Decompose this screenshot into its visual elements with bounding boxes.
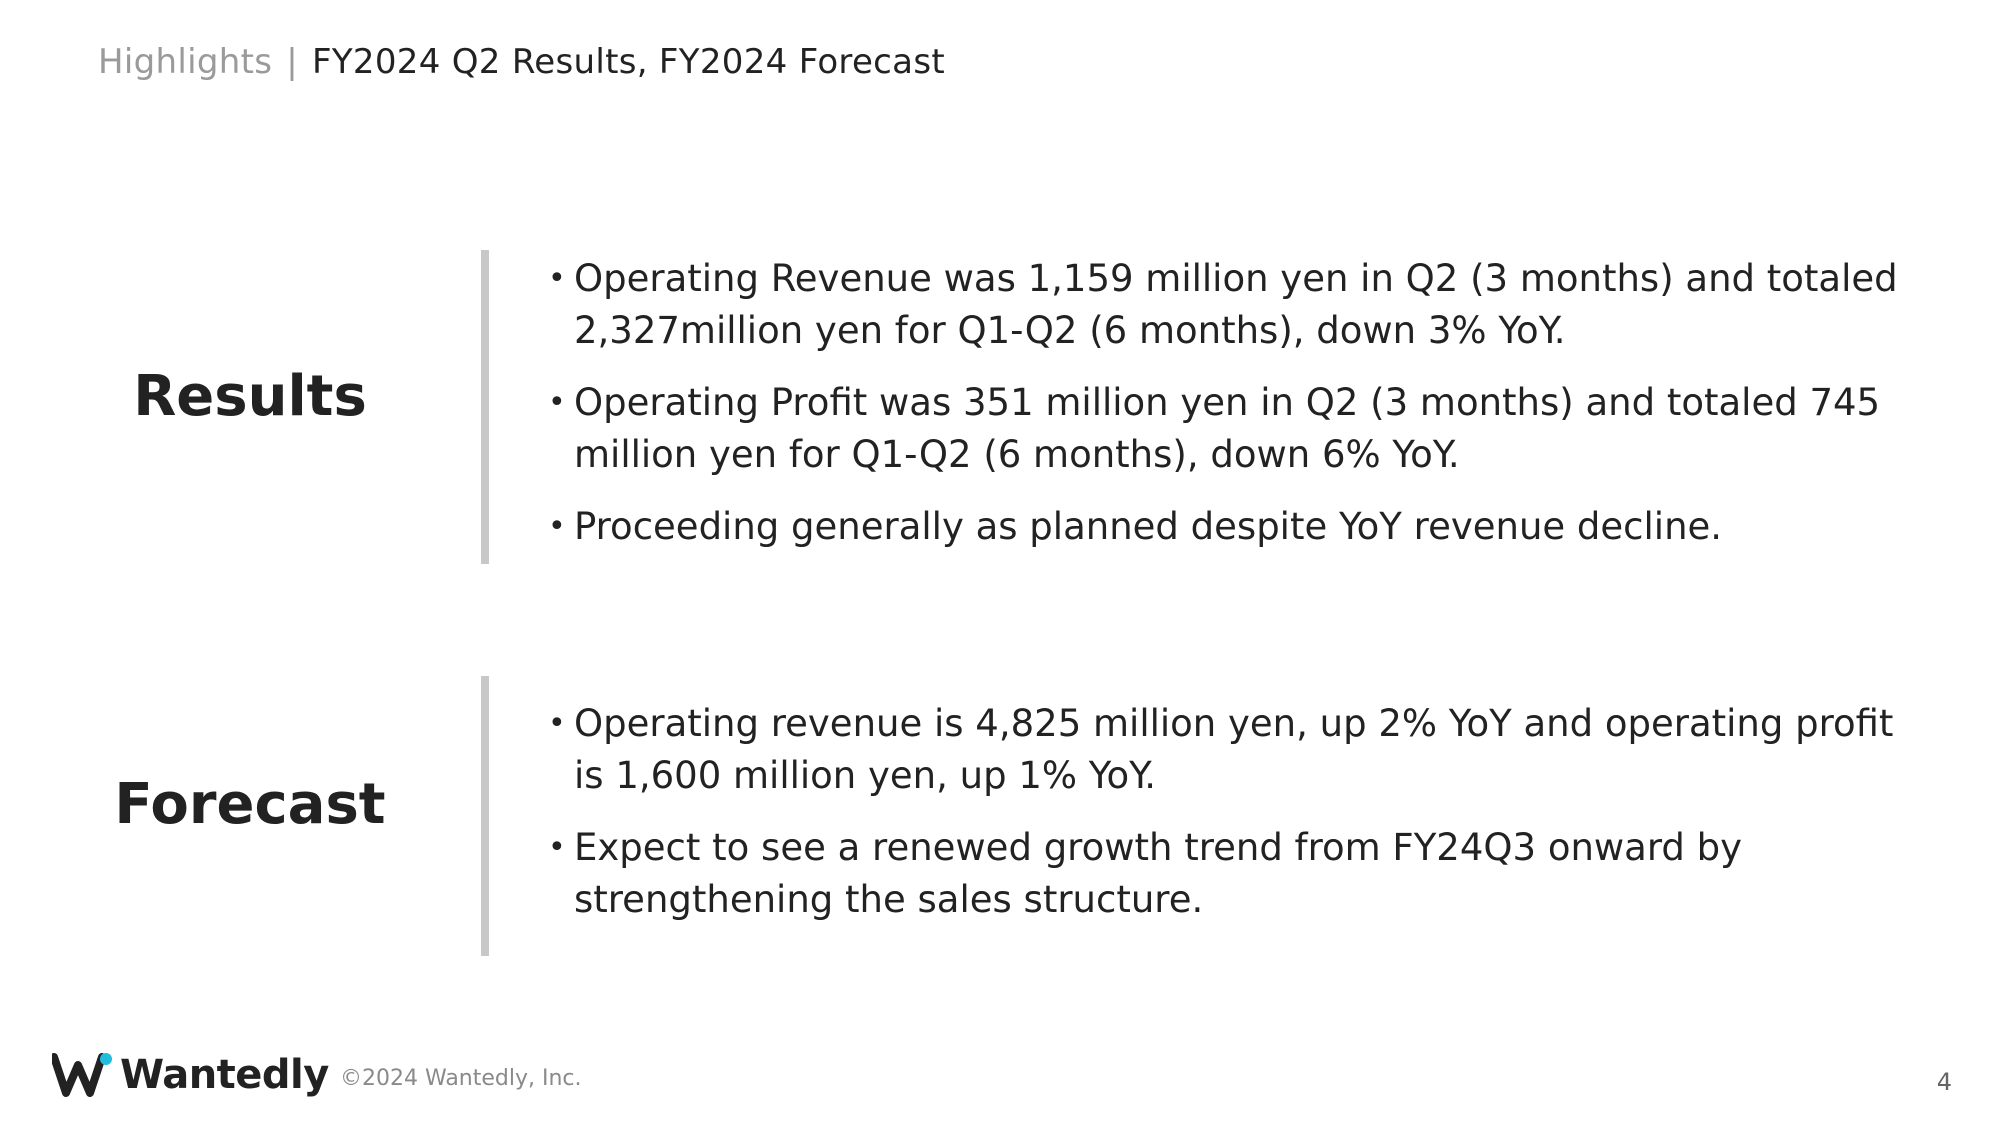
logo-wordmark: Wantedly [120, 1052, 329, 1098]
results-heading: Results [133, 364, 367, 429]
results-bullet-1: • Operating Revenue was 1,159 million yen… [548, 253, 1908, 357]
bullet-dot-icon: • [548, 830, 566, 865]
results-bullet-2-text: Operating Profit was 351 million yen in … [574, 381, 1881, 476]
forecast-bullet-2-text: Expect to see a renewed growth trend fro… [574, 826, 1743, 921]
bullet-dot-icon: • [548, 261, 566, 296]
wantedly-mark-icon [52, 1053, 112, 1097]
section-label: Highlights [98, 42, 273, 82]
forecast-bullet-1-text: Operating revenue is 4,825 million yen, … [574, 702, 1894, 797]
slide-title: FY2024 Q2 Results, FY2024 Forecast [311, 42, 945, 82]
header-separator: | [286, 42, 298, 82]
results-bullet-list: • Operating Revenue was 1,159 million yen… [548, 253, 1908, 573]
slide-header: Highlights | FY2024 Q2 Results, FY2024 For… [98, 42, 945, 82]
page-number: 4 [1936, 1068, 1952, 1096]
bullet-dot-icon: • [548, 706, 566, 741]
results-bullet-3-text: Proceeding generally as planned despite … [574, 505, 1723, 548]
forecast-bullet-2: • Expect to see a renewed growth trend fr… [548, 822, 1908, 926]
bullet-dot-icon: • [548, 385, 566, 420]
results-bullet-1-text: Operating Revenue was 1,159 million yen … [574, 257, 1898, 352]
results-bullet-3: • Proceeding generally as planned despite… [548, 501, 1908, 553]
results-bullet-2: • Operating Profit was 351 million yen in… [548, 377, 1908, 481]
bullet-dot-icon: • [548, 509, 566, 544]
results-divider [481, 250, 489, 564]
forecast-bullet-1: • Operating revenue is 4,825 million yen,… [548, 698, 1908, 802]
forecast-bullet-list: • Operating revenue is 4,825 million yen,… [548, 698, 1908, 946]
wantedly-logo: Wantedly [52, 1052, 329, 1098]
forecast-divider [481, 676, 489, 956]
forecast-heading: Forecast [114, 772, 386, 837]
copyright-text: ©2024 Wantedly, Inc. [340, 1066, 582, 1091]
